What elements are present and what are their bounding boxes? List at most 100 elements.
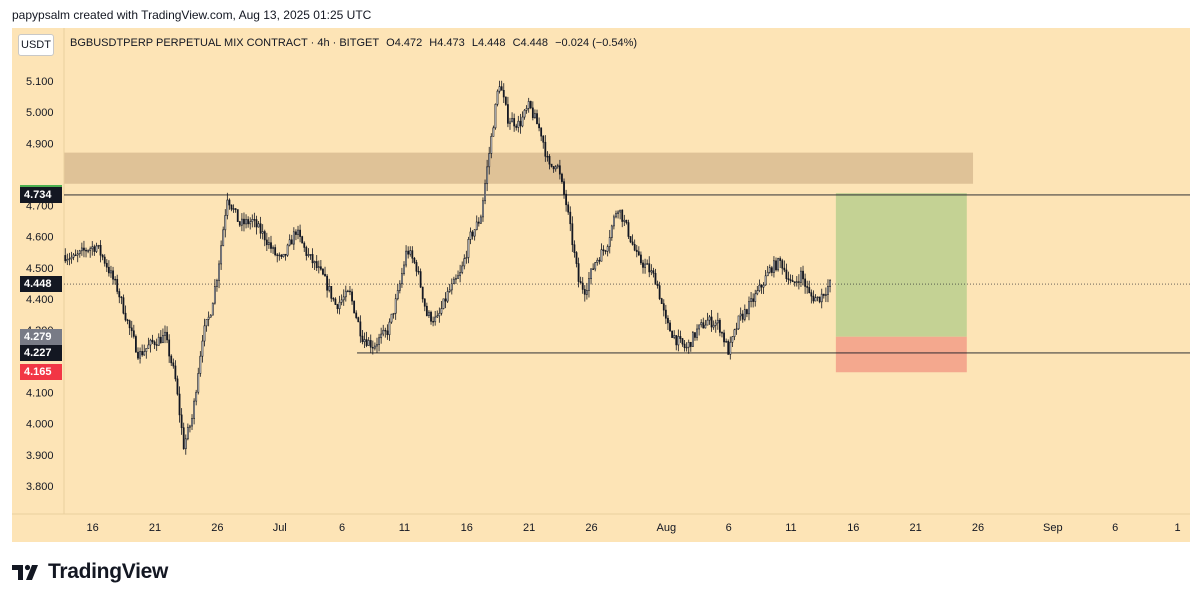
candle-body [311, 254, 314, 264]
candle-body [403, 264, 405, 274]
candle-body [76, 253, 79, 256]
candle-body [290, 239, 293, 245]
x-tick-label: 21 [910, 522, 922, 534]
candle-body [563, 181, 565, 195]
price-axis-background [12, 28, 64, 514]
currency-unit-button[interactable]: USDT [18, 34, 54, 56]
candle-body [99, 245, 102, 256]
candle-body [276, 254, 279, 256]
candle-body [741, 313, 744, 320]
candle-body [608, 237, 611, 247]
candle-body [132, 330, 135, 337]
candle-body [789, 279, 792, 281]
candle-body [66, 259, 69, 262]
candle-body [714, 322, 717, 326]
candle-body [727, 340, 730, 355]
candle-body [255, 219, 258, 228]
candle-body [793, 281, 796, 284]
candle-body [128, 320, 131, 329]
candle-body [806, 286, 809, 288]
candle-body [475, 221, 478, 230]
candle-body [301, 236, 304, 244]
candle-body [571, 223, 574, 246]
candle-body [307, 254, 310, 256]
candle-body [669, 322, 671, 332]
candle-body [760, 284, 763, 288]
candle-body [432, 321, 434, 323]
candle-body [610, 225, 613, 238]
candle-body [581, 282, 584, 290]
candle-body [768, 267, 771, 273]
candle-body [216, 280, 218, 287]
candle-body [97, 245, 100, 247]
candle-body [374, 345, 376, 349]
chart-pane[interactable]: 5.1005.0004.9004.7004.6004.5004.4004.300… [12, 28, 1190, 542]
candle-body [351, 291, 353, 302]
tradingview-logo[interactable]: TradingView [12, 560, 168, 584]
candle-body [141, 351, 144, 356]
candle-body [207, 316, 210, 320]
candle-body [83, 247, 85, 251]
candle-body [315, 261, 318, 269]
candle-body [575, 252, 578, 264]
candle-body [716, 319, 719, 324]
x-tick-label: 21 [149, 522, 161, 534]
candle-body [240, 218, 243, 226]
price-chart[interactable]: 5.1005.0004.9004.7004.6004.5004.4004.300… [12, 28, 1190, 542]
candle-body [758, 284, 761, 291]
candle-body [523, 109, 526, 118]
candle-body [723, 332, 725, 343]
candle-body [162, 335, 164, 344]
candle-body [284, 253, 287, 256]
candle-body [746, 309, 748, 315]
y-tick-label: 3.800 [26, 481, 54, 493]
x-tick-label: 26 [211, 522, 223, 534]
price-tag-4.227: 4.227 [20, 344, 62, 361]
candle-body [554, 166, 557, 170]
candle-body [442, 298, 445, 309]
candle-body [303, 242, 306, 248]
candle-body [800, 270, 802, 283]
candle-body [592, 268, 595, 270]
candle-body [781, 260, 784, 269]
candle-body [278, 254, 281, 257]
candle-body [205, 319, 208, 327]
candle-body [519, 120, 522, 127]
candle-body [126, 319, 129, 322]
candle-body [802, 270, 804, 280]
candle-body [105, 262, 108, 268]
candle-body [687, 341, 690, 348]
candle-body [428, 311, 430, 316]
candle-body [407, 250, 410, 255]
candle-body [174, 365, 177, 380]
candle-body [419, 271, 422, 288]
y-tick-label: 4.100 [26, 388, 54, 400]
candle-body [660, 298, 663, 304]
candle-body [220, 245, 223, 265]
candle-body [461, 265, 464, 273]
candle-body [502, 89, 505, 98]
x-tick-label: Aug [656, 522, 676, 534]
candle-body [186, 426, 189, 440]
candle-body [363, 339, 366, 343]
candle-body [598, 259, 601, 262]
candle-body [814, 297, 817, 302]
candle-body [257, 223, 260, 228]
candle-body [585, 290, 588, 295]
candle-body [710, 316, 713, 328]
candle-body [656, 284, 659, 286]
ohlc-close: C4.448 [512, 37, 549, 49]
candle-body [725, 340, 728, 343]
candle-body [558, 165, 561, 175]
candle-body [536, 113, 538, 125]
candle-body [357, 317, 360, 323]
price-tag-4.448: 4.448 [20, 276, 62, 293]
candle-body [288, 239, 291, 246]
candle-body [509, 121, 511, 124]
candle-body [739, 313, 742, 317]
candle-body [764, 275, 767, 286]
candle-body [804, 278, 807, 287]
candle-body [382, 329, 385, 335]
candle-body [396, 290, 399, 300]
candle-body [600, 249, 603, 262]
